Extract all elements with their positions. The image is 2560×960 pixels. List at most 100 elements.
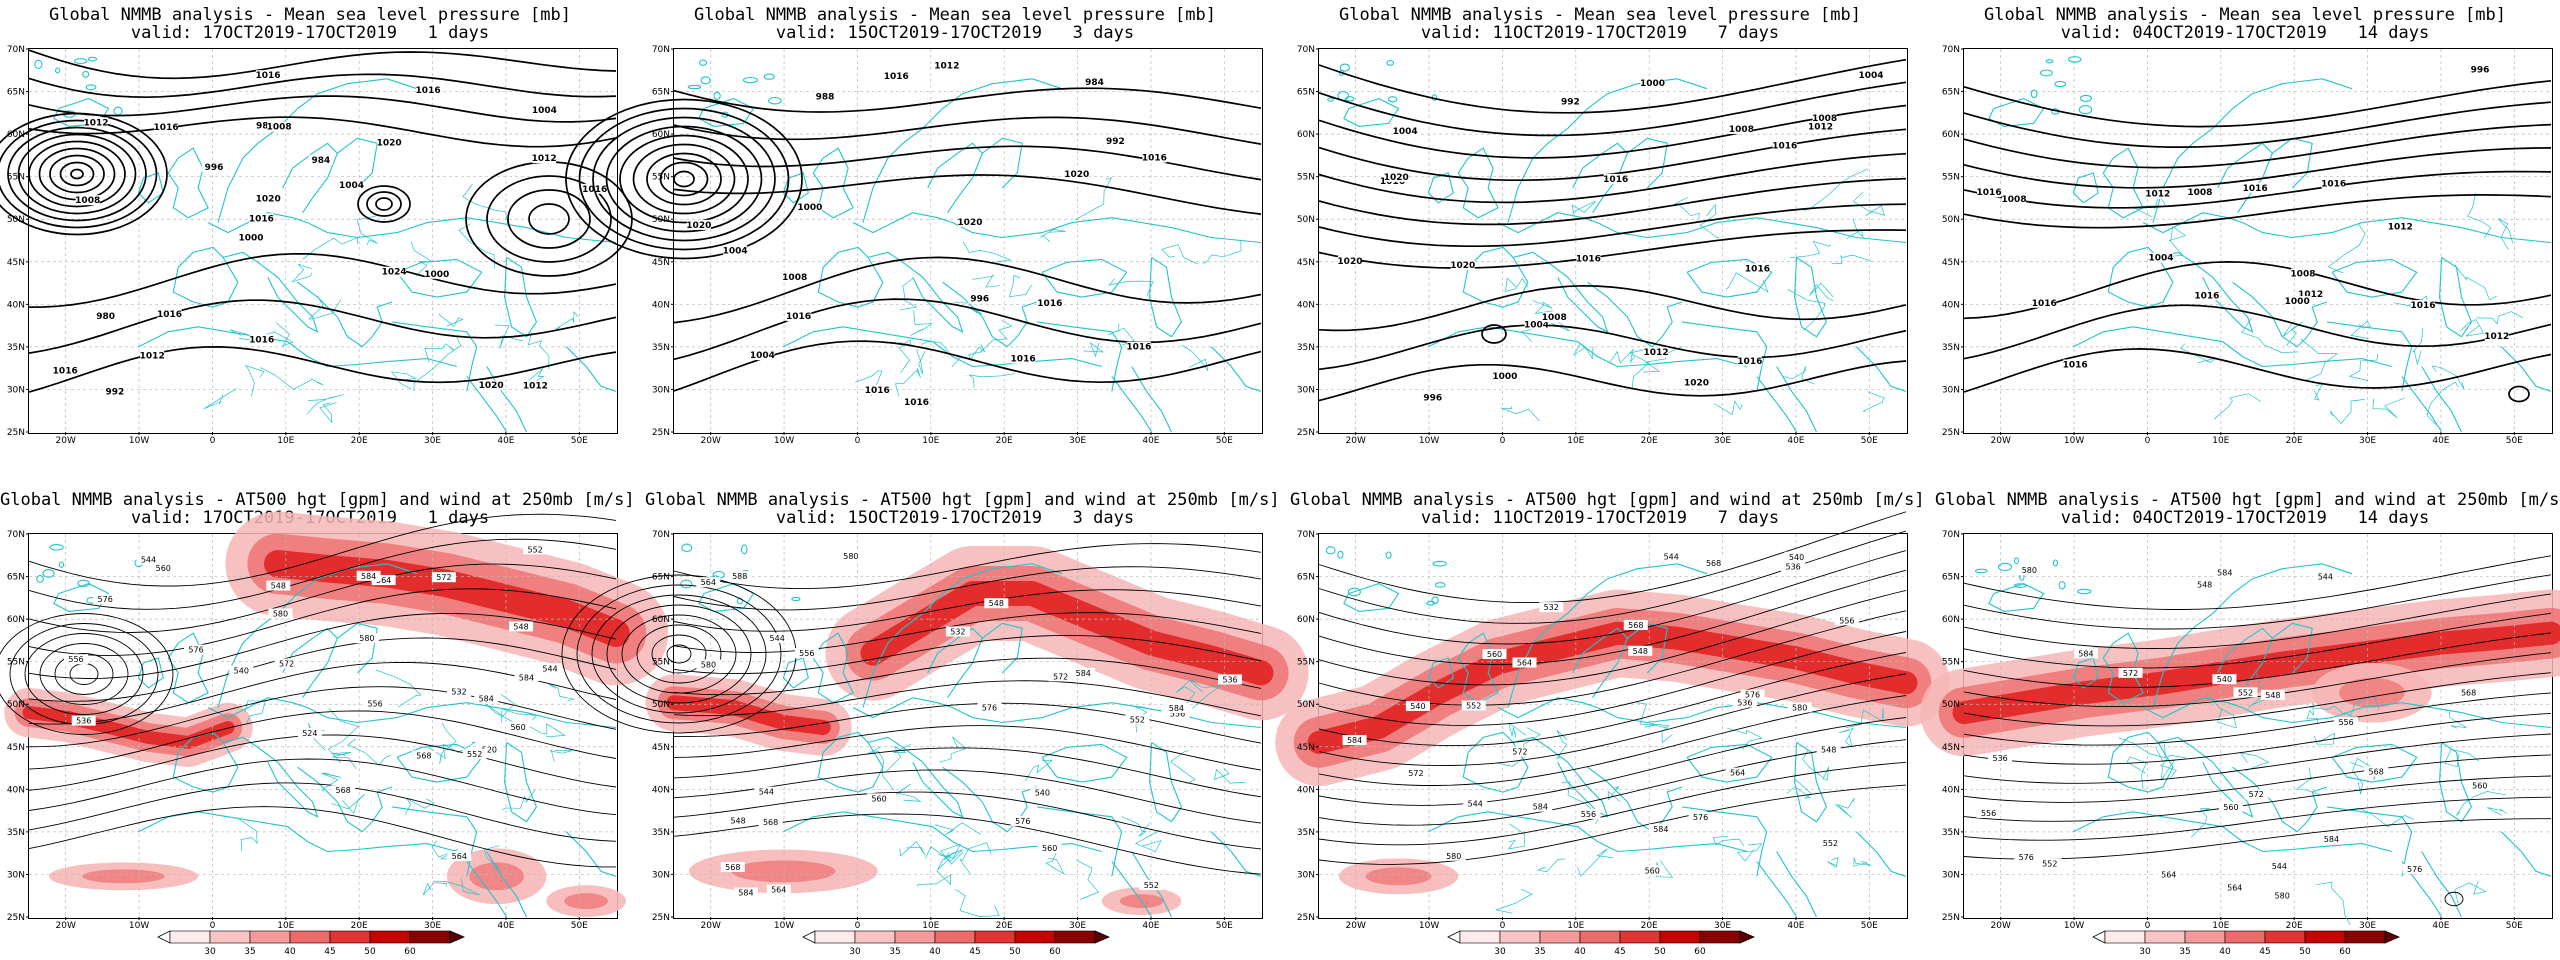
- lat-tick-label: 50N: [7, 700, 25, 710]
- contour-line: [1963, 574, 2552, 630]
- contour-label: 584: [2078, 649, 2093, 658]
- lon-tick-label: 20E: [996, 436, 1013, 446]
- contour-label-bg: [2260, 689, 2285, 700]
- lon-tick-label: 30E: [1069, 921, 1086, 931]
- contour-line: [1318, 695, 1907, 786]
- mslp-panel: Global NMMB analysis - Mean sea level pr…: [0, 0, 633, 474]
- contour-label-bg: [274, 658, 299, 669]
- colorbar-arrow-left: [802, 930, 816, 944]
- at500-panel: Global NMMB analysis - AT500 hgt [gpm] a…: [1920, 485, 2560, 960]
- coast-europe-north: [1497, 212, 1907, 244]
- contour-label: 1016: [249, 214, 274, 224]
- contour-label: 580: [1792, 703, 1807, 712]
- lat-tick-label: 60N: [652, 130, 670, 140]
- contour-line: [1963, 796, 2552, 841]
- coast-black-sea: [1041, 258, 1128, 298]
- colorbar-swatch: [1579, 930, 1621, 944]
- contour-label-bg: [2411, 299, 2436, 310]
- coast-britain: [167, 632, 209, 704]
- contour-line: [1963, 123, 2552, 169]
- coast-norway: [2152, 563, 2353, 708]
- coast-gulf: [565, 831, 617, 877]
- closed-contour: [606, 604, 752, 704]
- colorbar-swatch: [1499, 930, 1541, 944]
- contour-label: 568: [336, 786, 351, 795]
- contour-label-bg: [523, 544, 548, 555]
- contour-label-bg: [1988, 752, 2013, 763]
- coast-europe-north: [852, 697, 1262, 729]
- lat-tick-label: 25N: [1297, 428, 1315, 438]
- contour-label-bg: [184, 644, 209, 655]
- contour-label: 1016: [1772, 141, 1797, 151]
- contour-label: 1016: [2411, 301, 2436, 311]
- contour-label: 548: [730, 816, 745, 825]
- contour-label-bg: [249, 334, 274, 345]
- lat-tick-label: 50N: [1942, 215, 1960, 225]
- coast-ireland: [2072, 172, 2099, 204]
- colorbar-label: 30: [849, 947, 861, 957]
- contour-label-bg: [2145, 188, 2170, 199]
- contour-label-bg: [2192, 579, 2217, 590]
- lat-tick-label: 40N: [1297, 300, 1315, 310]
- closed-contour: [7, 126, 147, 222]
- small-low: [2508, 385, 2530, 403]
- coast-iberia: [1462, 731, 1529, 793]
- contour-label: 544: [542, 664, 557, 673]
- colorbar-arrow-left: [2092, 930, 2106, 944]
- contour-label: 564: [771, 886, 786, 895]
- closed-contour: [507, 189, 591, 249]
- lat-tick-label: 45N: [7, 258, 25, 268]
- island: [2054, 80, 2067, 88]
- closed-contour: [576, 584, 782, 724]
- contour-label-bg: [1337, 255, 1362, 266]
- colorbar-swatch: [2344, 930, 2386, 944]
- colorbar-swatch: [1539, 930, 1581, 944]
- coast-north-africa: [2073, 811, 2392, 853]
- contour-label: 536: [1992, 754, 2007, 763]
- contour-label: 552: [1823, 839, 1838, 848]
- coast-caspian: [504, 256, 538, 338]
- contour-label: 1016: [1737, 357, 1762, 367]
- contour-line: [1318, 673, 1907, 767]
- contour-label: 1016: [154, 123, 179, 133]
- contour-label-bg: [53, 365, 78, 376]
- contour-label: 544: [141, 555, 156, 564]
- map-frame: 70N 65N 60N 55N 50N 45N 40N 35N 30N 25N 20W 10W 0 10E…: [1942, 45, 2553, 446]
- island: [1385, 551, 1392, 559]
- lon-tick-label: 0: [210, 436, 216, 446]
- contour-label: 544: [759, 788, 774, 797]
- contour-label: 584: [1169, 704, 1184, 713]
- lat-tick-label: 45N: [652, 258, 670, 268]
- coast-sweden: [282, 627, 339, 699]
- contour-label: 1016: [53, 366, 78, 376]
- coast-norway: [2152, 78, 2353, 223]
- wind-colorbar: 30 35 40 45 50 60: [2092, 930, 2433, 960]
- contour-label-bg: [945, 626, 970, 637]
- contour-line: [673, 298, 1262, 361]
- isobars-south: [28, 252, 617, 393]
- contour-line: [1318, 81, 1907, 137]
- colorbar-swatch: [974, 930, 1016, 944]
- contour-label: 560: [1645, 866, 1660, 875]
- lat-tick-label: 65N: [652, 573, 670, 583]
- lon-tick-label: 20E: [351, 436, 368, 446]
- contour-label-bg: [2313, 571, 2338, 582]
- lat-tick-label: 35N: [7, 828, 25, 838]
- contour-label-bg: [1729, 123, 1754, 134]
- contour-label: 560: [510, 723, 525, 732]
- contour-label: 548: [271, 581, 286, 590]
- lon-tick-label: 10W: [774, 436, 794, 446]
- colorbar-label: 35: [244, 947, 255, 957]
- lat-lon-grid: [1964, 49, 2551, 432]
- contour-line: [673, 747, 1262, 798]
- contour-label: 584: [1653, 825, 1668, 834]
- coast-sweden: [927, 627, 984, 699]
- contour-label: 1020: [1064, 170, 1089, 180]
- colorbar-swatch: [934, 930, 976, 944]
- island: [742, 76, 759, 84]
- contour-label-bg: [308, 154, 333, 165]
- panel-title: Global NMMB analysis - Mean sea level pr…: [1984, 5, 2506, 25]
- contour-label-bg: [416, 84, 441, 95]
- contour-label-bg: [229, 665, 254, 676]
- coast-black-sea: [2331, 743, 2418, 783]
